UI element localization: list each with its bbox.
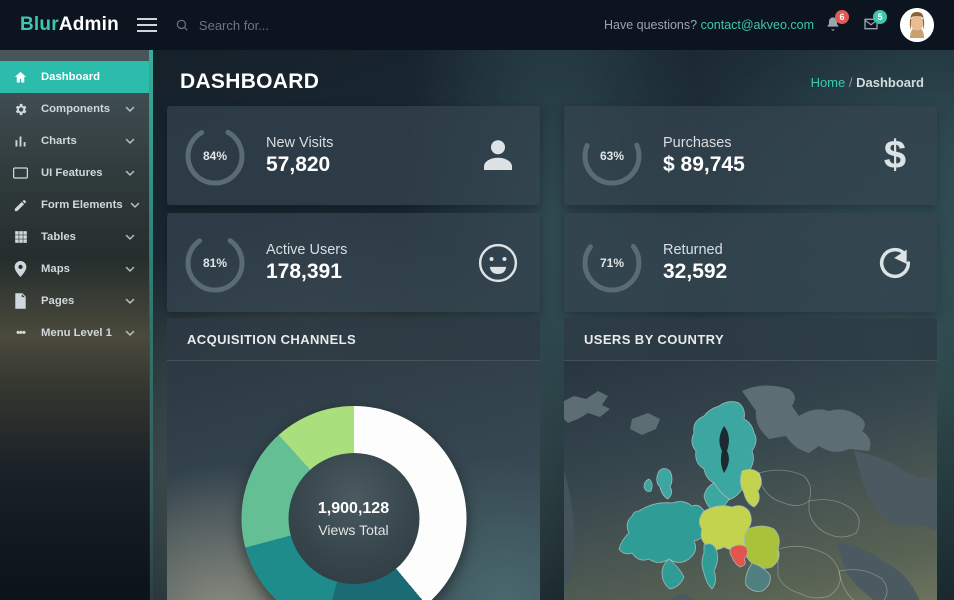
svg-text:$: $ [884,135,906,177]
